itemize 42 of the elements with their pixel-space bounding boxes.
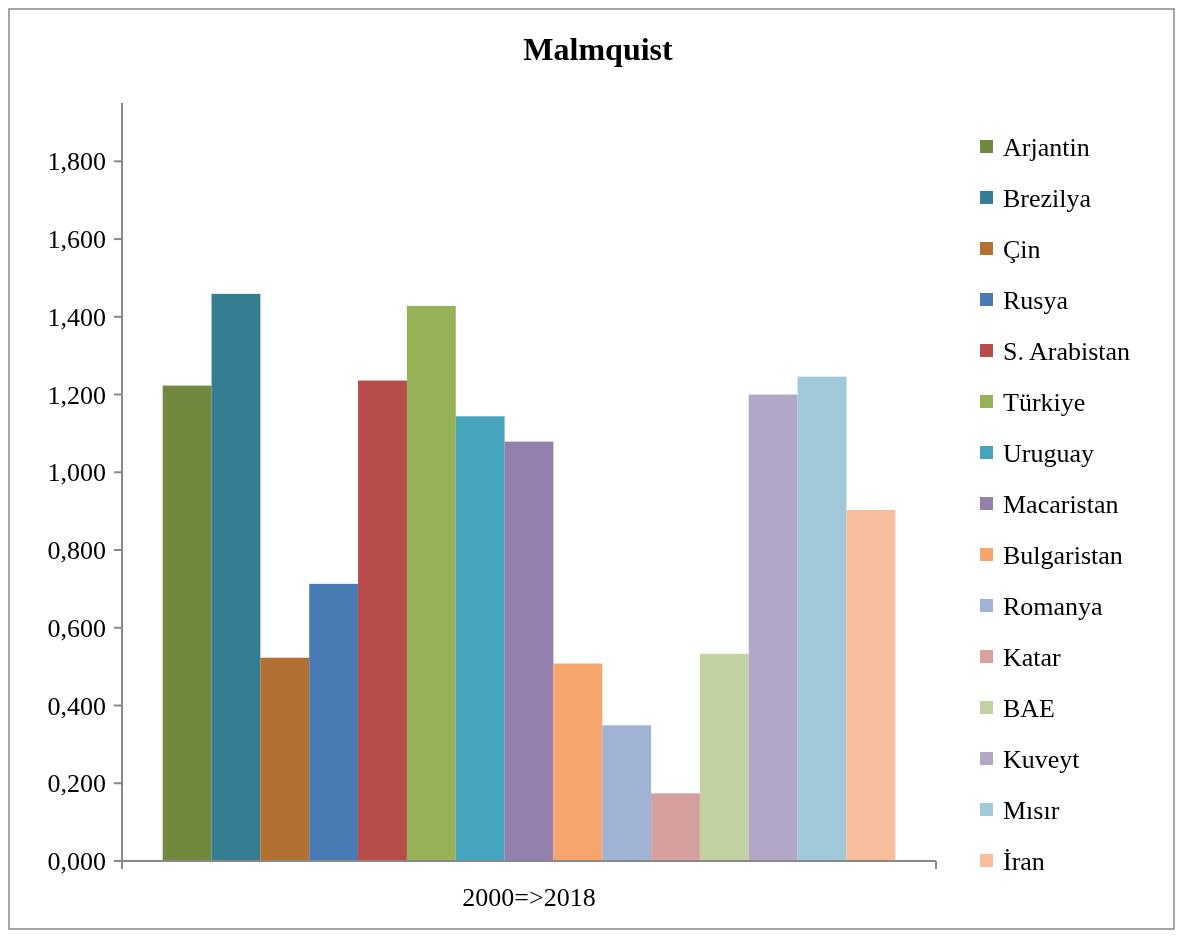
bar (553, 663, 603, 861)
bar (846, 509, 896, 861)
bar (358, 380, 407, 861)
bar (699, 653, 749, 861)
bar (797, 376, 847, 861)
y-tick-label: 0,000 (47, 847, 106, 877)
x-tick-label: 2000=>2018 (462, 883, 596, 912)
legend-label: Uruguay (1003, 439, 1094, 469)
legend-label: Romanya (1003, 592, 1104, 622)
legend-label: Kuveyt (1003, 745, 1081, 775)
y-tick-label: 1,600 (47, 225, 106, 255)
legend-label: Arjantin (1003, 133, 1090, 163)
legend-label: Türkiye (1003, 388, 1086, 418)
y-tick-label: 0,200 (47, 769, 106, 799)
legend-label: Rusya (1003, 286, 1069, 316)
bar (309, 583, 359, 861)
legend-label: Katar (1003, 643, 1062, 673)
y-tick-label: 0,600 (47, 613, 106, 643)
y-tick-label: 0,800 (47, 536, 106, 566)
bar (602, 725, 652, 861)
bar (162, 385, 212, 861)
y-tick-label: 1,800 (47, 147, 106, 177)
y-tick-label: 1,000 (47, 458, 106, 488)
legend-label: Bulgaristan (1003, 541, 1123, 571)
y-tick-label: 0,400 (47, 691, 106, 721)
bar (260, 657, 310, 861)
bar (651, 793, 700, 861)
bar (211, 293, 261, 861)
bar (406, 305, 456, 861)
chart-title: Malmquist (523, 31, 674, 67)
y-tick-label: 1,200 (47, 380, 106, 410)
legend-label: Brezilya (1003, 184, 1092, 214)
legend-label: BAE (1003, 694, 1055, 724)
bar (748, 394, 798, 861)
bar (504, 441, 554, 861)
legend-label: İran (1003, 847, 1045, 877)
legend-label: Macaristan (1003, 490, 1119, 520)
legend-label: Mısır (1003, 796, 1060, 826)
y-tick-label: 1,400 (47, 302, 106, 332)
legend-label: Çin (1003, 235, 1041, 265)
legend-label: S. Arabistan (1003, 337, 1131, 367)
bar (455, 416, 505, 861)
